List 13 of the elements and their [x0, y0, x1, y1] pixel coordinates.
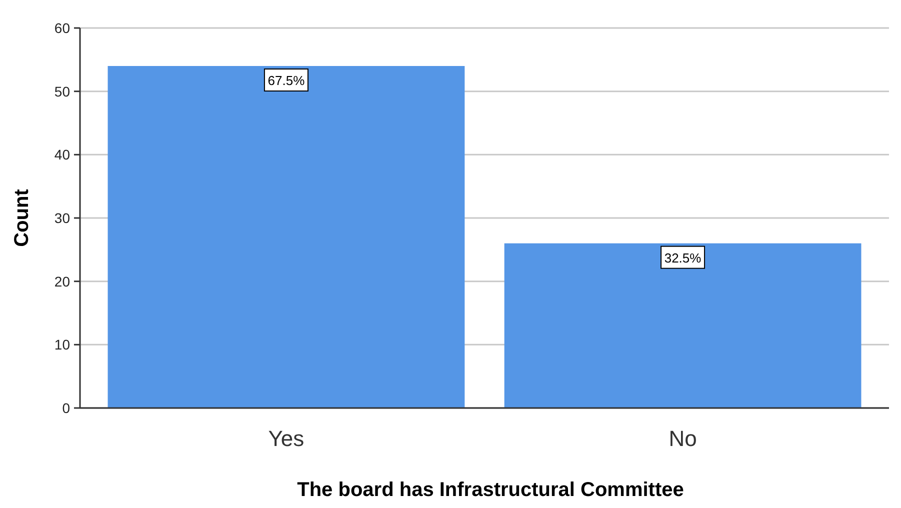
- y-tick-label: 60: [54, 20, 70, 36]
- y-tick-label: 0: [62, 400, 70, 416]
- x-tick-label: No: [668, 426, 697, 451]
- x-axis-title: The board has Infrastructural Committee: [297, 479, 684, 501]
- y-tick-label: 40: [54, 146, 70, 163]
- y-tick-label: 20: [54, 273, 70, 290]
- annotation: 67.5%: [268, 73, 306, 88]
- y-axis-title: Count: [11, 188, 33, 247]
- x-tick-label: Yes: [268, 426, 304, 451]
- annotation: 32.5%: [664, 250, 702, 266]
- y-tick-label: 10: [54, 336, 70, 353]
- y-tick-label: 50: [54, 83, 70, 100]
- y-tick-label: 30: [54, 210, 70, 226]
